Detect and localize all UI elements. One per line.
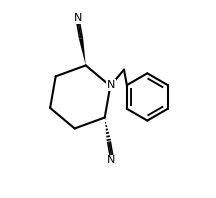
Text: N: N — [107, 155, 116, 165]
Polygon shape — [79, 38, 86, 65]
Text: N: N — [107, 80, 115, 90]
Text: N: N — [74, 13, 83, 23]
